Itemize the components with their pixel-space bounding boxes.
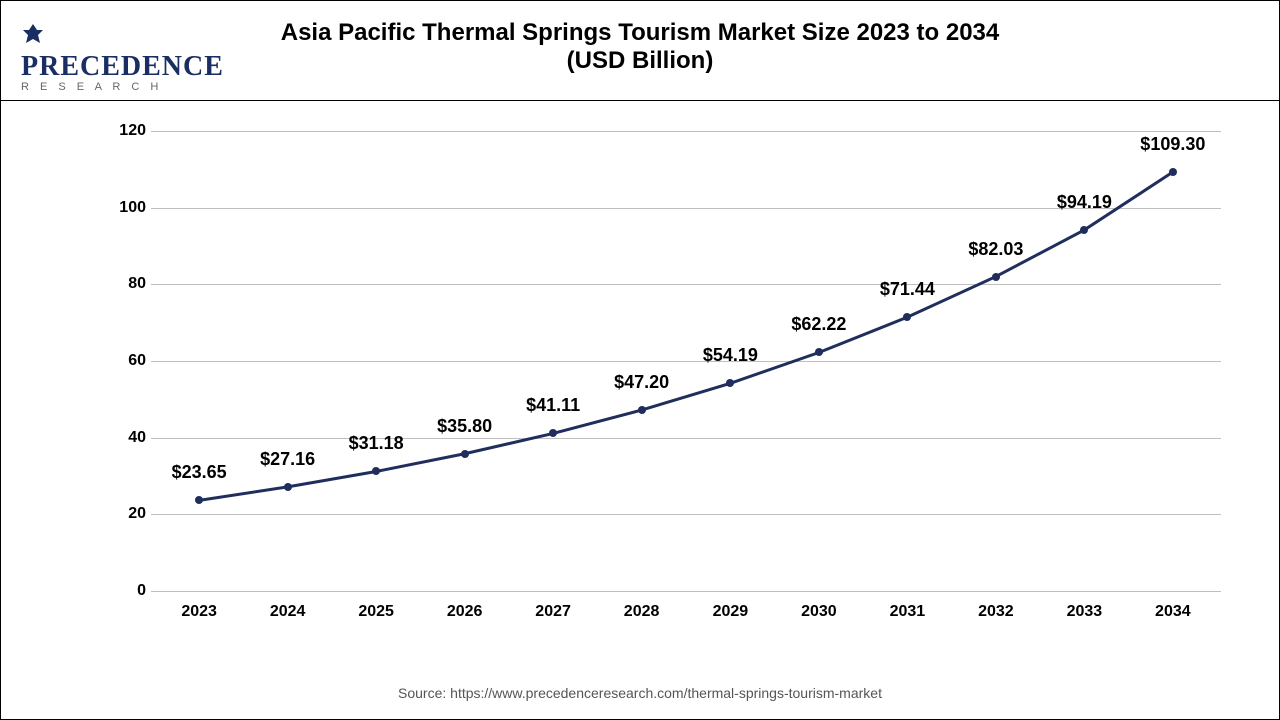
data-point — [195, 496, 203, 504]
y-axis-tick: 0 — [106, 582, 146, 600]
x-axis-tick: 2030 — [801, 603, 837, 621]
data-label: $82.03 — [968, 239, 1023, 260]
y-axis-tick: 100 — [106, 199, 146, 217]
data-point — [726, 379, 734, 387]
data-label: $94.19 — [1057, 192, 1112, 213]
x-axis-tick: 2029 — [713, 603, 749, 621]
logo-brand: PRECEDENCE — [21, 19, 241, 83]
data-label: $27.16 — [260, 449, 315, 470]
data-label: $31.18 — [349, 433, 404, 454]
data-point — [638, 406, 646, 414]
y-axis-tick: 40 — [106, 429, 146, 447]
x-axis-tick: 2026 — [447, 603, 483, 621]
chart-container: PRECEDENCE R E S E A R C H Asia Pacific … — [0, 0, 1280, 720]
data-point — [284, 483, 292, 491]
data-point — [1169, 168, 1177, 176]
x-axis-tick: 2023 — [181, 603, 217, 621]
x-axis-tick: 2033 — [1067, 603, 1103, 621]
brand-logo: PRECEDENCE R E S E A R C H — [21, 19, 241, 93]
data-point — [903, 313, 911, 321]
header: PRECEDENCE R E S E A R C H Asia Pacific … — [1, 1, 1279, 101]
data-label: $109.30 — [1140, 134, 1205, 155]
data-point — [1080, 226, 1088, 234]
x-axis-tick: 2031 — [890, 603, 926, 621]
y-axis-tick: 20 — [106, 505, 146, 523]
y-axis-tick: 60 — [106, 352, 146, 370]
logo-brand-text: PRECEDENCE — [21, 51, 224, 82]
chart-area: 0204060801001202023202420252026202720282… — [101, 131, 1221, 631]
data-point — [372, 467, 380, 475]
data-label: $71.44 — [880, 279, 935, 300]
data-label: $47.20 — [614, 372, 669, 393]
logo-icon — [21, 22, 45, 46]
data-label: $23.65 — [172, 462, 227, 483]
x-axis-tick: 2028 — [624, 603, 660, 621]
data-point — [549, 429, 557, 437]
data-point — [992, 273, 1000, 281]
x-axis-tick: 2024 — [270, 603, 306, 621]
plot-area: 0204060801001202023202420252026202720282… — [151, 131, 1221, 591]
y-axis-tick: 80 — [106, 275, 146, 293]
x-axis-tick: 2027 — [535, 603, 571, 621]
data-label: $41.11 — [526, 395, 580, 416]
data-label: $35.80 — [437, 416, 492, 437]
data-line — [199, 172, 1173, 500]
x-axis-tick: 2025 — [358, 603, 394, 621]
data-label: $54.19 — [703, 345, 758, 366]
x-axis-tick: 2034 — [1155, 603, 1191, 621]
data-label: $62.22 — [791, 314, 846, 335]
data-point — [815, 348, 823, 356]
y-axis-tick: 120 — [106, 122, 146, 140]
data-point — [461, 450, 469, 458]
x-axis-tick: 2032 — [978, 603, 1014, 621]
source-text: Source: https://www.precedenceresearch.c… — [1, 685, 1279, 701]
gridline — [151, 591, 1221, 592]
